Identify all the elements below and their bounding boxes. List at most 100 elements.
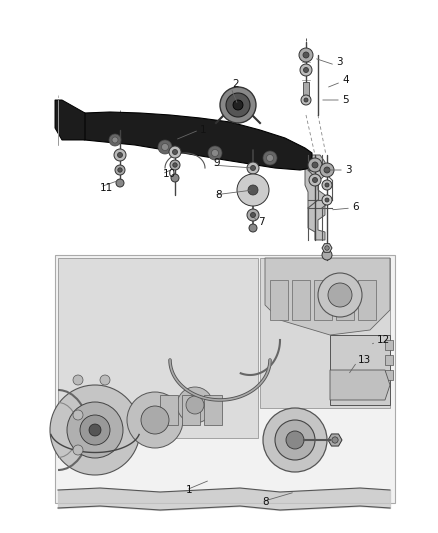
Circle shape bbox=[332, 437, 338, 443]
Bar bbox=[55, 255, 395, 503]
Circle shape bbox=[170, 160, 180, 170]
Circle shape bbox=[73, 410, 83, 420]
Circle shape bbox=[127, 392, 183, 448]
Circle shape bbox=[312, 177, 318, 182]
Circle shape bbox=[251, 166, 255, 171]
Bar bbox=[58, 258, 258, 438]
Text: 3: 3 bbox=[336, 57, 343, 67]
Bar bbox=[292, 280, 310, 320]
Bar bbox=[314, 280, 332, 320]
Circle shape bbox=[263, 151, 277, 165]
Circle shape bbox=[247, 209, 259, 221]
Circle shape bbox=[212, 149, 219, 157]
Text: 6: 6 bbox=[352, 202, 359, 212]
Text: 11: 11 bbox=[100, 183, 113, 193]
Circle shape bbox=[115, 165, 125, 175]
Circle shape bbox=[309, 174, 321, 186]
Circle shape bbox=[263, 408, 327, 472]
Bar bbox=[182, 395, 200, 425]
Circle shape bbox=[67, 402, 123, 458]
Text: 7: 7 bbox=[258, 217, 265, 227]
Circle shape bbox=[304, 68, 308, 72]
Circle shape bbox=[208, 146, 222, 160]
Circle shape bbox=[286, 431, 304, 449]
Circle shape bbox=[300, 64, 312, 76]
Circle shape bbox=[325, 198, 329, 202]
Circle shape bbox=[308, 158, 322, 172]
Circle shape bbox=[299, 48, 313, 62]
Text: 9: 9 bbox=[213, 158, 219, 168]
Polygon shape bbox=[330, 370, 390, 400]
Circle shape bbox=[324, 167, 330, 173]
Circle shape bbox=[318, 273, 362, 317]
Circle shape bbox=[141, 406, 169, 434]
Circle shape bbox=[304, 98, 308, 102]
Bar bbox=[336, 280, 354, 320]
Circle shape bbox=[247, 162, 259, 174]
Bar bbox=[330, 335, 390, 405]
Text: 2: 2 bbox=[232, 79, 239, 89]
Circle shape bbox=[116, 179, 124, 187]
Circle shape bbox=[73, 445, 83, 455]
Bar bbox=[385, 355, 393, 365]
Circle shape bbox=[118, 168, 122, 172]
Text: 1: 1 bbox=[186, 485, 193, 495]
Polygon shape bbox=[265, 258, 390, 335]
Circle shape bbox=[322, 180, 332, 190]
Polygon shape bbox=[55, 100, 85, 140]
Circle shape bbox=[328, 283, 352, 307]
Circle shape bbox=[226, 93, 250, 117]
Circle shape bbox=[186, 396, 204, 414]
Circle shape bbox=[173, 149, 177, 155]
Bar bbox=[260, 258, 390, 408]
Circle shape bbox=[73, 375, 83, 385]
Circle shape bbox=[325, 183, 329, 187]
Text: 10: 10 bbox=[163, 169, 176, 179]
Circle shape bbox=[220, 87, 256, 123]
Polygon shape bbox=[60, 112, 312, 170]
Circle shape bbox=[169, 146, 181, 158]
Bar bbox=[385, 370, 393, 380]
Circle shape bbox=[266, 155, 273, 161]
Bar bbox=[385, 340, 393, 350]
Circle shape bbox=[322, 250, 332, 260]
Circle shape bbox=[251, 213, 255, 217]
Text: 5: 5 bbox=[342, 95, 349, 105]
Circle shape bbox=[249, 224, 257, 232]
Circle shape bbox=[301, 95, 311, 105]
Circle shape bbox=[233, 100, 243, 110]
Circle shape bbox=[158, 140, 172, 154]
Circle shape bbox=[320, 163, 334, 177]
Bar bbox=[358, 280, 376, 320]
Circle shape bbox=[325, 246, 329, 251]
Circle shape bbox=[50, 385, 140, 475]
Text: 3: 3 bbox=[345, 165, 352, 175]
Text: 4: 4 bbox=[342, 75, 349, 85]
Text: 8: 8 bbox=[262, 497, 268, 507]
Circle shape bbox=[173, 163, 177, 167]
Bar bbox=[204, 395, 222, 425]
Text: 13: 13 bbox=[358, 355, 371, 365]
Circle shape bbox=[248, 185, 258, 195]
Circle shape bbox=[112, 137, 118, 143]
Circle shape bbox=[117, 152, 123, 157]
Circle shape bbox=[275, 420, 315, 460]
Text: 8: 8 bbox=[215, 190, 222, 200]
Circle shape bbox=[177, 387, 213, 423]
Polygon shape bbox=[305, 155, 325, 240]
Circle shape bbox=[89, 424, 101, 436]
Circle shape bbox=[303, 52, 309, 58]
Circle shape bbox=[162, 143, 169, 150]
Circle shape bbox=[237, 174, 269, 206]
Text: 12: 12 bbox=[377, 335, 390, 345]
Bar bbox=[160, 395, 178, 425]
Circle shape bbox=[100, 375, 110, 385]
Bar bbox=[270, 280, 288, 320]
Circle shape bbox=[171, 174, 179, 182]
Bar bbox=[303, 82, 309, 96]
Circle shape bbox=[322, 195, 332, 205]
Circle shape bbox=[312, 162, 318, 168]
Circle shape bbox=[114, 149, 126, 161]
Circle shape bbox=[80, 415, 110, 445]
Text: 1: 1 bbox=[200, 125, 207, 135]
